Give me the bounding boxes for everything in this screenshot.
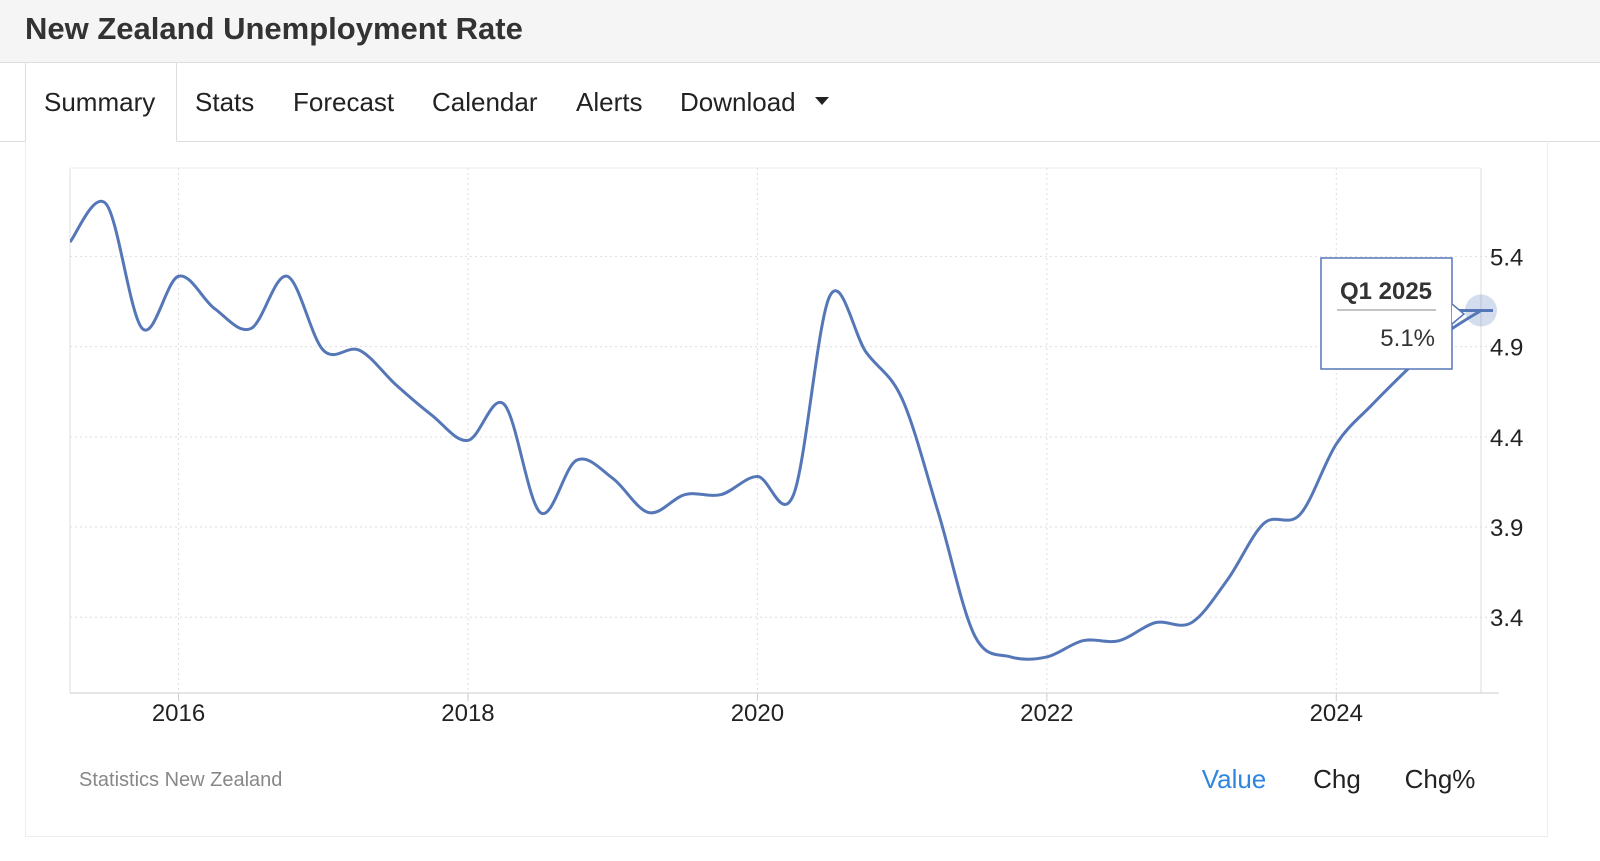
y-tick-label: 5.4 [1490,244,1523,271]
tooltip-pointer [1451,303,1466,325]
source-label: Statistics New Zealand [79,769,282,791]
x-tick-label: 2018 [441,700,494,727]
tab[interactable]: Forecast [293,87,395,117]
y-tick-label: 4.4 [1490,425,1523,452]
active-tab-frame [25,63,177,142]
tooltip-value: 5.1% [1380,325,1435,352]
chart-panel [25,141,1548,837]
series-line [70,199,1482,661]
dropdown-caret [815,97,829,105]
tooltip-title: Q1 2025 [1340,278,1432,305]
y-tick-label: 4.9 [1490,335,1523,362]
view-option[interactable]: Value [1202,764,1267,794]
x-tick-label: 2020 [731,700,784,727]
view-option[interactable]: Chg% [1405,764,1476,794]
tab[interactable]: Alerts [576,87,643,117]
x-tick-label: 2016 [152,700,205,727]
tab[interactable]: Summary [44,87,156,117]
tab[interactable]: Calendar [432,87,538,117]
y-tick-label: 3.4 [1490,605,1523,632]
view-option[interactable]: Chg [1313,764,1361,794]
x-tick-label: 2022 [1020,700,1073,727]
tab[interactable]: Stats [195,87,255,117]
y-tick-label: 3.9 [1490,515,1523,542]
x-tick-label: 2024 [1310,700,1363,727]
tab[interactable]: Download [680,87,796,117]
tooltip-box [1320,257,1453,370]
tab-bar: Summary Stats Forecast Calendar Alerts D… [0,63,1600,142]
header: New Zealand Unemployment Rate [0,0,1600,63]
page-title: New Zealand Unemployment Rate [25,11,523,46]
